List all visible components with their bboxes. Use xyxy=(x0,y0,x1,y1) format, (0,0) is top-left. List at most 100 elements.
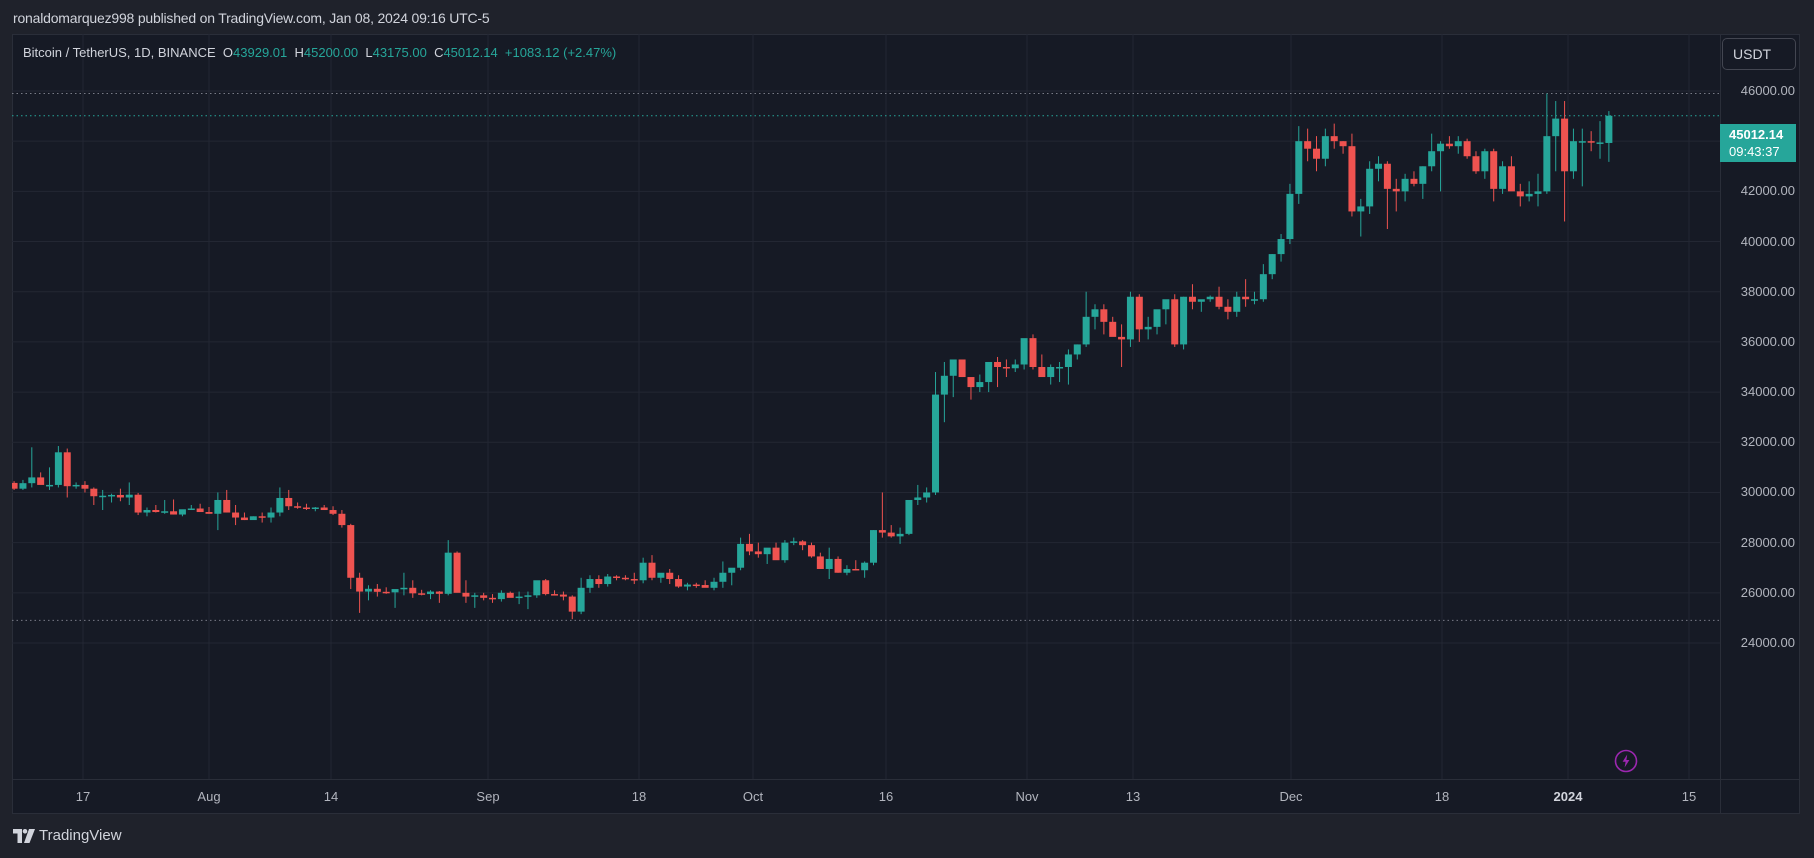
candle[interactable] xyxy=(781,540,789,563)
candle[interactable] xyxy=(1410,171,1418,187)
candle[interactable] xyxy=(586,575,594,593)
candle[interactable] xyxy=(692,582,700,588)
candle[interactable] xyxy=(932,372,940,495)
candle[interactable] xyxy=(1516,183,1524,207)
candle[interactable] xyxy=(887,525,895,538)
candle[interactable] xyxy=(1188,284,1196,310)
candle[interactable] xyxy=(1091,304,1099,330)
candle[interactable] xyxy=(506,591,514,598)
candle[interactable] xyxy=(1561,101,1569,222)
candle[interactable] xyxy=(1002,359,1010,378)
candle[interactable] xyxy=(1100,304,1108,335)
candle[interactable] xyxy=(347,523,355,590)
candle[interactable] xyxy=(949,359,957,398)
candle[interactable] xyxy=(480,592,488,601)
candle[interactable] xyxy=(28,447,36,488)
candle[interactable] xyxy=(595,575,603,588)
candle[interactable] xyxy=(1463,138,1471,159)
tradingview-logo[interactable]: TradingView xyxy=(13,827,122,844)
candle[interactable] xyxy=(994,356,1002,388)
candle[interactable] xyxy=(1029,334,1037,370)
candle[interactable] xyxy=(311,507,319,512)
candle[interactable] xyxy=(143,507,151,517)
candle[interactable] xyxy=(356,572,364,613)
candle[interactable] xyxy=(630,572,638,585)
candle[interactable] xyxy=(807,542,815,558)
candle[interactable] xyxy=(701,580,709,588)
candle[interactable] xyxy=(427,590,434,600)
candle[interactable] xyxy=(364,585,372,601)
candle[interactable] xyxy=(1366,161,1374,214)
candle[interactable] xyxy=(161,499,169,514)
candle[interactable] xyxy=(1578,128,1586,187)
candle[interactable] xyxy=(1490,148,1498,202)
candle[interactable] xyxy=(790,537,798,546)
candle[interactable] xyxy=(1499,161,1507,194)
candle[interactable] xyxy=(1082,291,1090,347)
candle[interactable] xyxy=(1472,151,1480,174)
candle[interactable] xyxy=(1038,354,1046,378)
candle[interactable] xyxy=(763,547,771,564)
candle[interactable] xyxy=(170,499,178,515)
candle[interactable] xyxy=(1375,156,1383,182)
candle[interactable] xyxy=(1321,128,1329,167)
candle[interactable] xyxy=(1507,156,1515,192)
candle[interactable] xyxy=(205,507,213,514)
candle[interactable] xyxy=(1259,264,1267,302)
candle[interactable] xyxy=(1295,126,1303,204)
candle[interactable] xyxy=(409,580,417,598)
candle[interactable] xyxy=(613,575,621,581)
candle[interactable] xyxy=(923,487,931,503)
candle[interactable] xyxy=(683,582,691,591)
candle[interactable] xyxy=(1339,141,1347,154)
candle[interactable] xyxy=(1144,316,1152,340)
candle[interactable] xyxy=(285,489,293,511)
candle[interactable] xyxy=(462,580,470,603)
candle[interactable] xyxy=(745,533,753,556)
candle[interactable] xyxy=(825,547,833,580)
candle[interactable] xyxy=(772,542,780,561)
candle[interactable] xyxy=(559,591,567,601)
candle[interactable] xyxy=(639,557,647,584)
candle[interactable] xyxy=(834,556,842,573)
candle[interactable] xyxy=(967,377,975,400)
candle[interactable] xyxy=(187,505,195,511)
candle[interactable] xyxy=(1242,279,1250,307)
candle[interactable] xyxy=(985,361,993,393)
candle[interactable] xyxy=(1401,173,1409,202)
candle[interactable] xyxy=(497,590,505,602)
candle[interactable] xyxy=(249,516,257,521)
candle[interactable] xyxy=(1428,133,1436,172)
candle[interactable] xyxy=(1330,123,1338,149)
candle[interactable] xyxy=(816,552,824,569)
candlestick-chart[interactable] xyxy=(12,34,1720,779)
candle[interactable] xyxy=(1357,198,1365,237)
candle[interactable] xyxy=(1268,254,1276,280)
candle[interactable] xyxy=(728,567,736,586)
candle[interactable] xyxy=(621,575,629,581)
candle[interactable] xyxy=(1180,296,1188,350)
candle[interactable] xyxy=(1250,291,1258,305)
candle[interactable] xyxy=(12,481,18,490)
candle[interactable] xyxy=(54,446,62,488)
candle[interactable] xyxy=(542,579,550,596)
currency-button[interactable]: USDT xyxy=(1722,38,1796,70)
candle[interactable] xyxy=(223,489,231,513)
candle[interactable] xyxy=(1215,286,1223,310)
candle[interactable] xyxy=(737,537,745,571)
candle[interactable] xyxy=(46,467,54,490)
candle[interactable] xyxy=(1056,361,1064,383)
candle[interactable] xyxy=(551,590,559,596)
candle[interactable] xyxy=(391,589,399,608)
candle[interactable] xyxy=(1020,338,1028,370)
candle[interactable] xyxy=(214,492,222,531)
candle[interactable] xyxy=(267,507,275,523)
candle[interactable] xyxy=(799,540,807,551)
candle[interactable] xyxy=(1286,183,1294,245)
candle[interactable] xyxy=(1383,161,1391,229)
candle[interactable] xyxy=(1419,166,1427,199)
candle[interactable] xyxy=(108,493,116,503)
candle[interactable] xyxy=(63,448,71,498)
candle[interactable] xyxy=(1047,364,1055,385)
candle[interactable] xyxy=(719,561,727,588)
